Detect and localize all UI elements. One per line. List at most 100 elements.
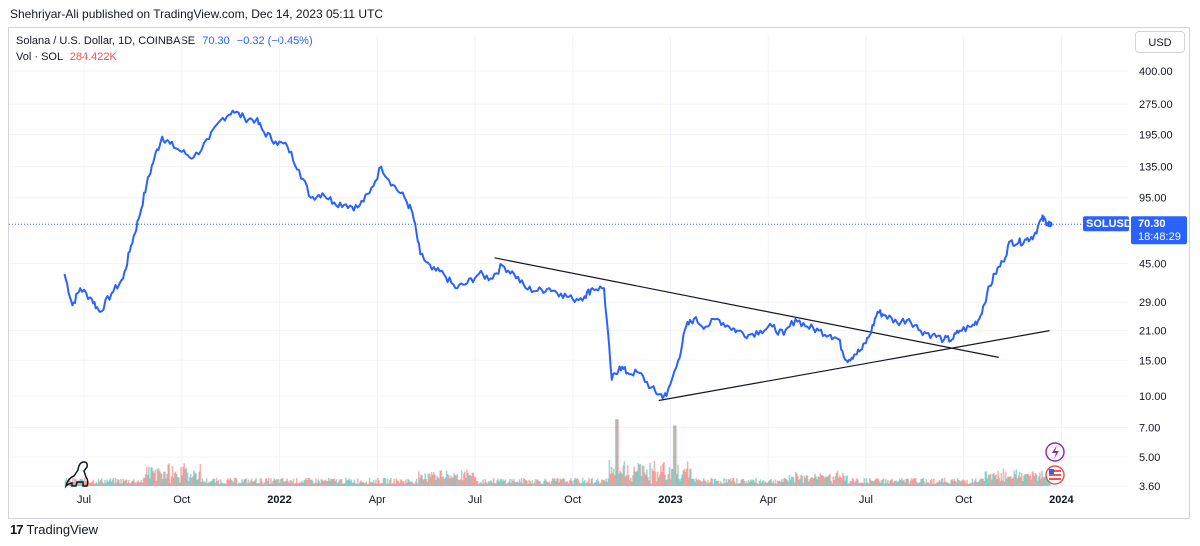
volume-bar [832,476,835,486]
volume-bar [306,479,309,486]
volume-bar [202,481,205,486]
symbol-title[interactable]: Solana / U.S. Dollar, 1D, COINBASE [16,35,196,47]
volume-bar [613,475,616,486]
volume-bar [468,475,470,486]
volume-bar [501,480,504,486]
volume-bar [756,482,759,486]
volume-bar [673,425,676,486]
volume-bar [792,477,795,486]
volume-bar [581,477,584,486]
volume-bar [422,479,424,486]
volume-bar [413,484,416,486]
volume-bar [180,467,182,486]
volume-bar [717,480,720,486]
volume-bar [338,479,341,486]
volume-bar [710,477,712,486]
volume-bar [255,478,257,486]
volume-bar [527,483,529,486]
volume-bar [1028,476,1031,486]
volume-bar [887,479,889,486]
volume-bar [528,479,530,486]
volume-bar [1041,471,1043,486]
volume-bar [774,479,777,486]
volume-bar [351,482,354,486]
volume-bar [963,480,965,486]
volume-bar [597,481,600,486]
volume-bar [867,483,870,486]
volume-bar [988,475,991,486]
volume-bar [918,482,920,486]
volume-bar [846,475,848,486]
volume-bar [587,481,589,486]
volume-bar [779,482,782,486]
volume-bar [685,468,688,486]
volume-bar [435,480,437,486]
volume-bar [67,479,70,486]
volume-bar [738,482,740,486]
y-tick-label: 45.00 [1139,259,1167,271]
volume-bar [99,480,102,486]
volume-bar [174,471,177,486]
volume-bar [534,479,537,486]
volume-bar [833,479,836,486]
volume-bar [703,480,706,486]
volume-bar [730,481,733,486]
volume-bar [110,481,113,486]
us-flag-icon[interactable] [1045,465,1065,485]
volume-bar [695,478,697,486]
volume-bar [371,482,374,486]
volume-bar [328,477,330,486]
volume-bar [628,480,631,486]
volume-bar [602,479,604,486]
volume-bar [533,482,536,486]
volume-bar [643,472,646,486]
volume-bar [922,477,925,486]
volume-bar [164,471,166,486]
volume-bar [877,478,880,486]
currency-button[interactable]: USD [1135,31,1185,53]
volume-bar [431,474,434,486]
volume-label[interactable]: Vol · SOL [16,51,63,63]
volume-bar [341,483,344,486]
volume-bar [262,484,265,486]
lightning-icon[interactable] [1045,442,1065,462]
volume-bar [462,473,465,486]
volume-bar [391,484,393,486]
volume-bar [570,478,572,486]
volume-bar [456,473,459,486]
volume-bar [244,478,247,486]
volume-bar [993,473,995,486]
volume-bar [472,472,475,486]
volume-bar [311,481,314,486]
volume-bar [232,482,235,486]
volume-bar [108,480,111,486]
volume-bar [190,477,193,486]
volume-bar [529,481,531,486]
volume-bar [616,419,618,486]
volume-bar [483,483,485,486]
volume-bar [1026,474,1028,486]
volume-bar [586,482,588,486]
volume-bar [477,484,480,486]
volume-bar [773,483,776,486]
volume-bar [419,478,421,486]
volume-bar [102,482,104,486]
volume-bar [870,481,873,486]
y-tick-label: 95.00 [1139,193,1167,205]
volume-bar [166,474,168,486]
volume-bar [283,481,285,486]
volume-bar [986,478,989,486]
volume-bar [676,473,678,486]
volume-bar [256,483,258,486]
volume-bar [590,479,592,486]
volume-bar [757,484,760,486]
volume-bar [595,480,598,486]
volume-bar [859,482,861,486]
volume-bar [467,472,469,486]
volume-bar [950,479,952,486]
volume-bar [806,475,809,486]
volume-bar [355,483,358,486]
tradingview-logo[interactable]: 17 TradingView [10,522,98,537]
volume-bar [552,479,555,486]
